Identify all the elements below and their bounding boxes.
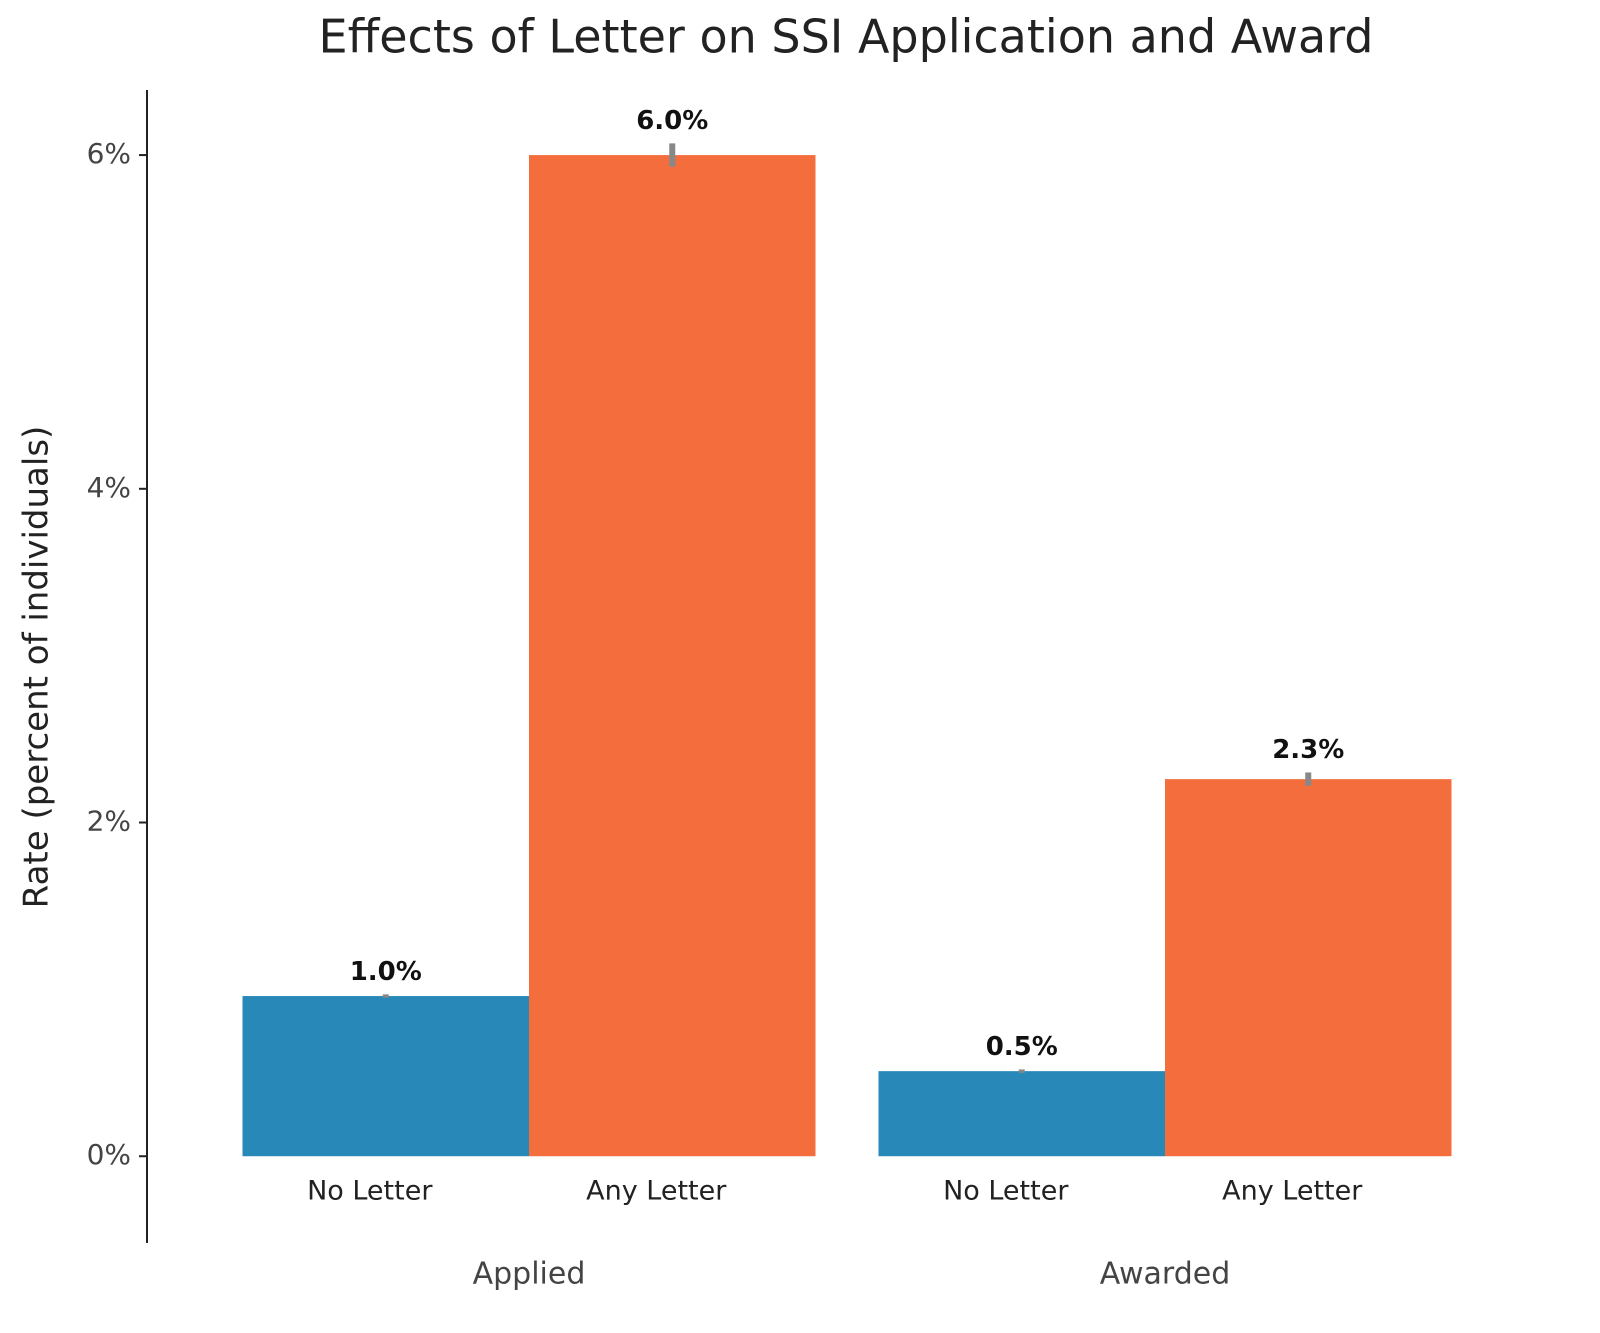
y-tick-label: 2% [87, 805, 131, 838]
value-label: 2.3% [1272, 735, 1344, 765]
bar [878, 1071, 1165, 1157]
y-tick-label: 4% [87, 471, 131, 504]
bar [529, 155, 816, 1157]
bar-label: Any Letter [586, 1176, 727, 1207]
y-axis-label: Rate (percent of individuals) [17, 426, 57, 909]
group-label: Applied [473, 1257, 586, 1292]
chart-title: Effects of Letter on SSI Application and… [319, 10, 1374, 64]
bar-label: No Letter [943, 1176, 1069, 1207]
bar-label: No Letter [307, 1176, 433, 1207]
bar [1165, 779, 1452, 1157]
bar [242, 996, 529, 1157]
bar-label: Any Letter [1222, 1176, 1363, 1207]
value-label: 6.0% [636, 106, 708, 136]
value-label: 1.0% [350, 957, 422, 987]
y-tick-label: 6% [87, 137, 131, 170]
group-label: Awarded [1100, 1257, 1231, 1292]
y-tick-label: 0% [87, 1138, 131, 1171]
value-label: 0.5% [986, 1032, 1058, 1062]
